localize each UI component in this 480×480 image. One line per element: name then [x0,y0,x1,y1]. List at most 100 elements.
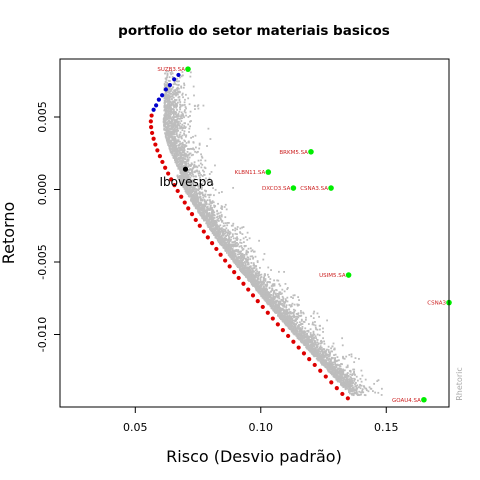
cloud-point [318,350,321,353]
cloud-point [207,218,210,221]
cloud-point [325,360,328,363]
cloud-point [195,151,198,154]
cloud-point [205,200,208,203]
cloud-point [200,155,203,158]
cloud-point [165,70,168,73]
cloud-point [168,91,171,94]
cloud-point [169,144,172,147]
cloud-point [287,316,290,319]
cloud-point [196,105,199,108]
cloud-point [253,265,256,267]
cloud-point [174,105,177,108]
cloud-point [290,296,293,298]
cloud-point [342,355,344,358]
cloud-point [208,214,211,217]
cloud-point [338,364,341,367]
cloud-point [355,393,358,395]
cloud-point [217,217,220,220]
cloud-point [299,328,301,331]
cloud-point [187,179,190,182]
cloud-point [271,302,274,305]
cloud-point [200,183,203,185]
cloud-point [209,226,212,229]
cloud-point [310,336,313,338]
cloud-point [174,136,176,138]
cloud-point [181,151,184,153]
cloud-point [338,367,341,370]
cloud-point [333,366,336,369]
cloud-point [303,343,306,346]
cloud-point [272,296,275,299]
cloud-point [168,145,170,147]
cloud-point [321,341,323,343]
cloud-point [245,258,247,260]
cloud-point [233,258,236,260]
cloud-point [189,182,192,185]
cloud-point [209,218,211,220]
cloud-point [178,118,181,120]
cloud-point [222,234,225,236]
cloud-point [193,204,196,207]
cloud-point [274,306,277,309]
cloud-point [227,249,230,252]
cloud-point [176,123,179,126]
cloud-point [184,158,187,161]
cloud-point [235,249,238,251]
cloud-point [216,223,218,226]
cloud-point [219,232,221,235]
cloud-point [238,260,240,263]
cloud-point [173,106,176,109]
cloud-point [252,250,255,253]
cloud-point [285,299,287,302]
cloud-point [220,229,223,232]
cloud-point [334,361,337,363]
cloud-point [224,203,227,206]
cloud-point [172,145,175,148]
cloud-point [341,379,344,382]
cloud-point [201,175,204,177]
cloud-point [279,316,282,319]
cloud-point [174,137,177,140]
cloud-point [254,281,257,284]
cloud-point [313,355,316,357]
cloud-point [354,383,356,386]
cloud-point [319,328,321,331]
cloud-point [169,92,172,95]
cloud-point [211,229,214,231]
cloud-point [175,155,178,158]
cloud-point [180,156,183,159]
cloud-point [211,210,214,213]
cloud-point [174,161,177,164]
cloud-point [229,250,232,252]
cloud-point [258,287,261,290]
cloud-point [239,241,242,244]
cloud-point [270,303,272,306]
cloud-point [175,83,178,86]
cloud-point [293,323,295,325]
cloud-point [237,265,240,268]
cloud-point [319,360,322,363]
cloud-point [177,122,179,125]
cloud-point [341,372,344,375]
cloud-point [339,365,342,368]
cloud-point [239,227,242,230]
cloud-point [279,301,282,304]
cloud-point [234,229,237,232]
cloud-point [259,278,262,281]
cloud-point [170,136,173,139]
cloud-point [309,328,312,331]
cloud-point [327,369,330,371]
cloud-point [172,137,175,140]
cloud-point [215,222,217,225]
cloud-point [163,83,166,86]
cloud-point [267,276,270,278]
cloud-point [236,244,239,247]
cloud-point [203,213,206,216]
cloud-point [169,150,172,153]
cloud-point [190,182,193,184]
cloud-point [333,369,336,371]
cloud-point [177,163,180,166]
cloud-point [282,314,285,317]
cloud-point [277,300,280,303]
cloud-point [192,180,194,183]
